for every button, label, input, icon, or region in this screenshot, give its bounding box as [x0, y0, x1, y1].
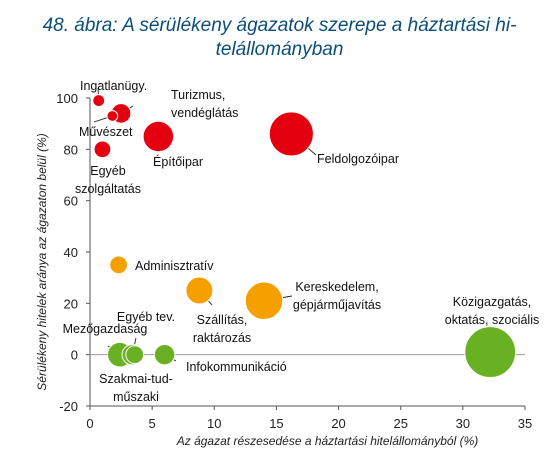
point-label-line: Adminisztratív [135, 259, 214, 273]
y-tick-label: 100 [56, 91, 78, 106]
x-tick-label: 30 [456, 416, 470, 431]
y-tick-label: 0 [71, 348, 78, 363]
point-label-line: Turizmus, [171, 88, 225, 102]
x-tick-label: 25 [393, 416, 407, 431]
point-label: Infokommunikáció [186, 360, 287, 374]
x-tick-label: 0 [86, 416, 93, 431]
point-label-line: Ingatlanügy. [80, 79, 147, 93]
data-point [464, 326, 517, 379]
point-label-line: Feldolgozóipar [317, 152, 399, 166]
point-label: Művészet [79, 125, 133, 139]
point-label-line: Építőipar [153, 154, 203, 169]
point-label-line: Egyéb [90, 164, 125, 178]
point-label-line: Infokommunikáció [186, 360, 287, 374]
point-label: Adminisztratív [135, 259, 214, 273]
data-point [153, 343, 176, 366]
x-tick-label: 15 [269, 416, 283, 431]
point-label: Szállítás, raktározás [193, 313, 251, 345]
y-tick-label: 80 [64, 142, 78, 157]
data-point [244, 281, 284, 321]
data-point [109, 255, 128, 275]
data-point [106, 110, 119, 122]
point-label: Szakmai-tud-műszaki [99, 372, 173, 404]
point-label: Ingatlanügy. [80, 79, 147, 93]
point-label: Turizmus, vendéglátás [171, 88, 238, 120]
y-tick-label: -20 [59, 399, 78, 414]
data-point [268, 111, 314, 157]
data-point [125, 345, 145, 365]
point-label-line: műszaki [113, 390, 159, 404]
chart-title-line-1: 48. ábra: A sérülékeny ágazatok szerepe … [42, 15, 517, 36]
data-point [142, 120, 175, 153]
point-label: Egyéb szolgáltatás [75, 164, 141, 196]
point-label: Egyéb tev. [117, 310, 175, 324]
point-label-line: Egyéb tev. [117, 310, 175, 324]
point-labels: Ingatlanügy. Turizmus, vendéglátás Művészet… [63, 79, 540, 404]
point-label: Kereskedelem, gépjárműjavítás [293, 280, 381, 312]
y-tick-label: 40 [64, 245, 78, 260]
point-label: Közigazgatás, oktatás, szociális [445, 295, 539, 327]
x-tick-label: 5 [149, 416, 156, 431]
point-label-line: oktatás, szociális [445, 313, 539, 327]
point-label-line: vendéglátás [171, 106, 238, 120]
y-axis-label: Sérülékeny hitelek aránya az ágazaton be… [35, 133, 49, 390]
y-tick-label: 20 [64, 296, 78, 311]
data-point [92, 94, 106, 108]
point-label: Mezőgazdaság [63, 322, 148, 336]
data-point [93, 140, 112, 159]
x-tick-label: 20 [331, 416, 345, 431]
x-axis-label: Az ágazat részesedése a háztartási hitel… [176, 434, 479, 448]
point-label-line: Kereskedelem, [295, 280, 378, 294]
point-label: Feldolgozóipar [317, 152, 399, 166]
point-label-line: Mezőgazdaság [63, 322, 148, 336]
point-label-line: Szakmai-tud- [99, 372, 173, 386]
chart-title: 48. ábra: A sérülékeny ágazatok szerepe … [0, 14, 559, 62]
point-label-line: Művészet [79, 125, 133, 139]
y-tick-label: 60 [64, 194, 78, 209]
x-tick-label: 35 [518, 416, 532, 431]
point-label-line: gépjárműjavítás [293, 298, 381, 312]
data-point [185, 276, 214, 305]
point-label-line: szolgáltatás [75, 182, 141, 196]
point-label-line: Szállítás, [197, 313, 248, 327]
point-label-line: Közigazgatás, [453, 295, 532, 309]
chart-title-line-2: telállományban [215, 39, 344, 60]
data-points [92, 94, 517, 379]
point-label: Építőipar [153, 154, 203, 169]
point-label-line: raktározás [193, 331, 251, 345]
x-tick-label: 10 [207, 416, 221, 431]
